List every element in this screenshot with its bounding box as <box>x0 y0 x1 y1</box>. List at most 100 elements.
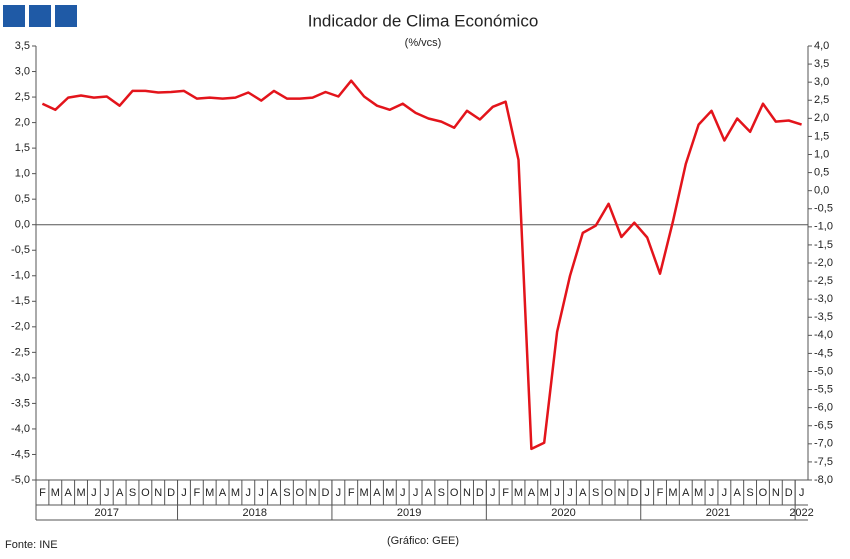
y-tick-label: -0,5 <box>11 244 30 256</box>
x-tick-label: A <box>373 487 381 499</box>
x-tick-label: D <box>322 487 330 499</box>
x-tick-label: S <box>129 487 136 499</box>
x-tick-label: J <box>246 487 252 499</box>
y2-tick-label: -2,0 <box>814 257 833 269</box>
y2-tick-label: -6,5 <box>814 420 833 432</box>
y2-tick-label: -7,5 <box>814 456 833 468</box>
x-tick-label: N <box>154 487 162 499</box>
y2-tick-label: 1,0 <box>814 148 829 160</box>
y-tick-label: -4,0 <box>11 423 30 435</box>
x-tick-label: N <box>617 487 625 499</box>
y-tick-label: -1,5 <box>11 295 30 307</box>
data-line <box>41 79 802 451</box>
y2-tick-label: 3,5 <box>814 58 829 70</box>
y-tick-label: -1,0 <box>11 270 30 282</box>
y-tick-label: 1,0 <box>15 168 30 180</box>
x-tick-label: M <box>76 487 85 499</box>
x-tick-label: M <box>514 487 523 499</box>
year-label: 2022 <box>789 507 813 519</box>
y2-tick-label: -5,0 <box>814 365 833 377</box>
year-label: 2019 <box>397 507 421 519</box>
x-tick-label: A <box>734 487 742 499</box>
x-tick-label: J <box>567 487 573 499</box>
y-tick-label: -4,5 <box>11 448 30 460</box>
x-tick-label: D <box>630 487 638 499</box>
x-tick-label: O <box>141 487 150 499</box>
x-tick-label: F <box>193 487 200 499</box>
x-tick-label: M <box>668 487 677 499</box>
x-tick-label: F <box>39 487 46 499</box>
y2-tick-label: -3,0 <box>814 293 833 305</box>
y2-tick-label: 4,0 <box>814 40 829 52</box>
x-tick-label: S <box>283 487 290 499</box>
y2-tick-label: -4,5 <box>814 347 833 359</box>
x-tick-label: J <box>799 487 805 499</box>
x-tick-label: J <box>104 487 110 499</box>
x-tick-label: J <box>554 487 560 499</box>
y-tick-label: 1,5 <box>15 142 30 154</box>
chart-subtitle: (%/vcs) <box>405 37 442 49</box>
x-tick-label: D <box>167 487 175 499</box>
y2-tick-label: -1,5 <box>814 239 833 251</box>
y2-tick-label: 0,5 <box>814 166 829 178</box>
y2-tick-label: -6,0 <box>814 402 833 414</box>
y2-tick-label: -5,5 <box>814 383 833 395</box>
x-tick-label: J <box>181 487 187 499</box>
year-label: 2020 <box>551 507 575 519</box>
x-tick-label: A <box>219 487 227 499</box>
x-tick-label: J <box>400 487 406 499</box>
year-label: 2018 <box>242 507 266 519</box>
x-tick-label: D <box>476 487 484 499</box>
y-tick-label: 2,5 <box>15 91 30 103</box>
x-tick-label: F <box>502 487 509 499</box>
x-tick-label: M <box>51 487 60 499</box>
x-tick-label: A <box>425 487 433 499</box>
y2-tick-label: -7,0 <box>814 438 833 450</box>
x-tick-label: M <box>231 487 240 499</box>
x-tick-label: N <box>309 487 317 499</box>
y2-tick-label: 0,0 <box>814 185 829 197</box>
y-tick-label: -3,0 <box>11 372 30 384</box>
x-tick-label: A <box>116 487 124 499</box>
y-tick-label: -5,0 <box>11 474 30 486</box>
x-tick-label: J <box>490 487 496 499</box>
x-tick-label: S <box>592 487 599 499</box>
x-tick-label: M <box>694 487 703 499</box>
y2-tick-label: -0,5 <box>814 203 833 215</box>
x-tick-label: J <box>644 487 650 499</box>
logo-square <box>55 5 77 27</box>
x-tick-label: A <box>682 487 690 499</box>
x-tick-label: D <box>785 487 793 499</box>
y2-tick-label: 2,5 <box>814 94 829 106</box>
chart-title: Indicador de Clima Económico <box>308 11 539 30</box>
x-tick-label: M <box>360 487 369 499</box>
y2-tick-label: -3,5 <box>814 311 833 323</box>
x-tick-label: J <box>722 487 728 499</box>
x-tick-label: M <box>540 487 549 499</box>
x-tick-label: O <box>450 487 459 499</box>
x-tick-label: A <box>270 487 278 499</box>
logo-square <box>29 5 51 27</box>
y2-tick-label: -2,5 <box>814 275 833 287</box>
x-tick-label: O <box>604 487 613 499</box>
y-tick-label: 3,5 <box>15 40 30 52</box>
x-tick-label: A <box>528 487 536 499</box>
y-tick-label: -2,5 <box>11 346 30 358</box>
x-tick-label: M <box>385 487 394 499</box>
year-label: 2017 <box>95 507 119 519</box>
year-label: 2021 <box>706 507 730 519</box>
y2-tick-label: -8,0 <box>814 474 833 486</box>
y-tick-label: 2,0 <box>15 116 30 128</box>
x-tick-label: M <box>205 487 214 499</box>
x-tick-label: N <box>772 487 780 499</box>
x-tick-label: A <box>579 487 587 499</box>
x-tick-label: A <box>64 487 72 499</box>
x-tick-label: J <box>336 487 342 499</box>
y2-tick-label: -1,0 <box>814 221 833 233</box>
x-tick-label: O <box>295 487 304 499</box>
x-tick-label: S <box>438 487 445 499</box>
x-tick-label: J <box>413 487 419 499</box>
y-tick-label: 3,0 <box>15 65 30 77</box>
source: Fonte: INE <box>5 539 58 551</box>
